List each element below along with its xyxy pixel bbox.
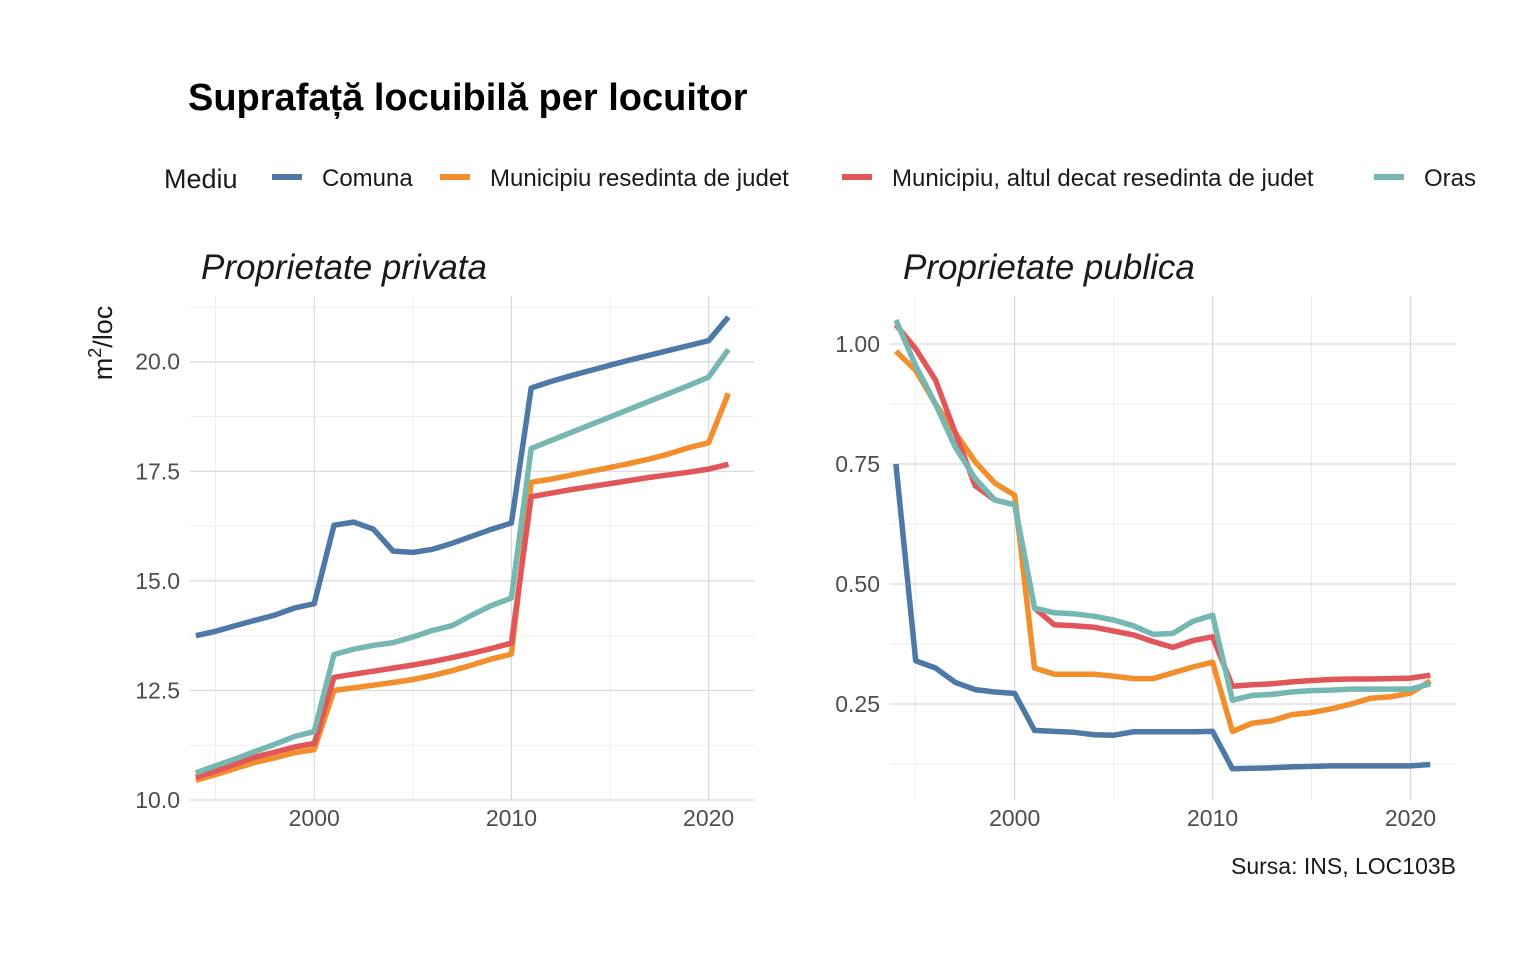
y-tick-label: 12.5 [135, 677, 180, 703]
panel-title: Proprietate privata [201, 248, 487, 287]
series-line-oras [893, 318, 1432, 703]
series-line-municipiu-resedinta-de-judet [893, 349, 1432, 735]
panel-proprietate-publica: 2000 2010 2020 0.25 0.50 0.75 1.00 Proprietate … [835, 248, 1456, 831]
y-tick-label: 0.75 [835, 451, 880, 477]
legend-item-municipiu-altul-decat-resedinta-de-judet: Municipiu, altul decat resedinta de jude… [842, 165, 1314, 192]
y-tick-label: 10.0 [135, 787, 180, 813]
y-tick-label: 0.50 [835, 571, 880, 597]
y-tick-label: 17.5 [135, 458, 180, 484]
series-line-municipiu-resedinta-de-judet [195, 392, 731, 783]
x-tick-label: 2010 [1187, 805, 1238, 831]
legend: Mediu Comuna Municipiu resedinta de judet… [164, 164, 1476, 194]
legend-label-municipiu-altul-decat-resedinta-de-judet: Municipiu, altul decat resedinta de jude… [892, 165, 1314, 192]
x-tick-label: 2020 [683, 805, 734, 831]
legend-item-municipiu-resedinta-de-judet: Municipiu resedinta de judet [440, 165, 789, 192]
x-tick-label: 2010 [486, 805, 537, 831]
series-line-comuna [195, 315, 731, 639]
series-line-municipiu-altul-decat-resedinta-de-judet [195, 461, 730, 780]
panel-proprietate-privata: 2000 2010 2020 10.0 12.5 15.0 17.5 20.0 Propriet… [135, 248, 754, 831]
x-tick-label: 2020 [1385, 805, 1436, 831]
caption: Sursa: INS, LOC103B [1231, 853, 1456, 879]
y-tick-label: 1.00 [835, 331, 880, 357]
y-tick-label: 20.0 [135, 349, 180, 375]
y-axis-label: m2/loc [85, 306, 118, 381]
legend-label-municipiu-resedinta-de-judet: Municipiu resedinta de judet [490, 165, 789, 192]
legend-item-comuna: Comuna [272, 165, 413, 192]
panel-title: Proprietate publica [903, 248, 1195, 287]
legend-title: Mediu [164, 164, 238, 194]
x-tick-label: 2000 [289, 805, 340, 831]
x-tick-label: 2000 [989, 805, 1040, 831]
legend-item-oras: Oras [1374, 165, 1476, 192]
series-line-comuna [893, 463, 1431, 772]
y-tick-label: 0.25 [835, 691, 880, 717]
legend-label-comuna: Comuna [322, 165, 413, 192]
chart-title: Suprafață locuibilă per locuitor [188, 77, 748, 119]
series-line-oras [194, 347, 731, 776]
legend-label-oras: Oras [1424, 165, 1476, 192]
y-tick-label: 15.0 [135, 568, 180, 594]
